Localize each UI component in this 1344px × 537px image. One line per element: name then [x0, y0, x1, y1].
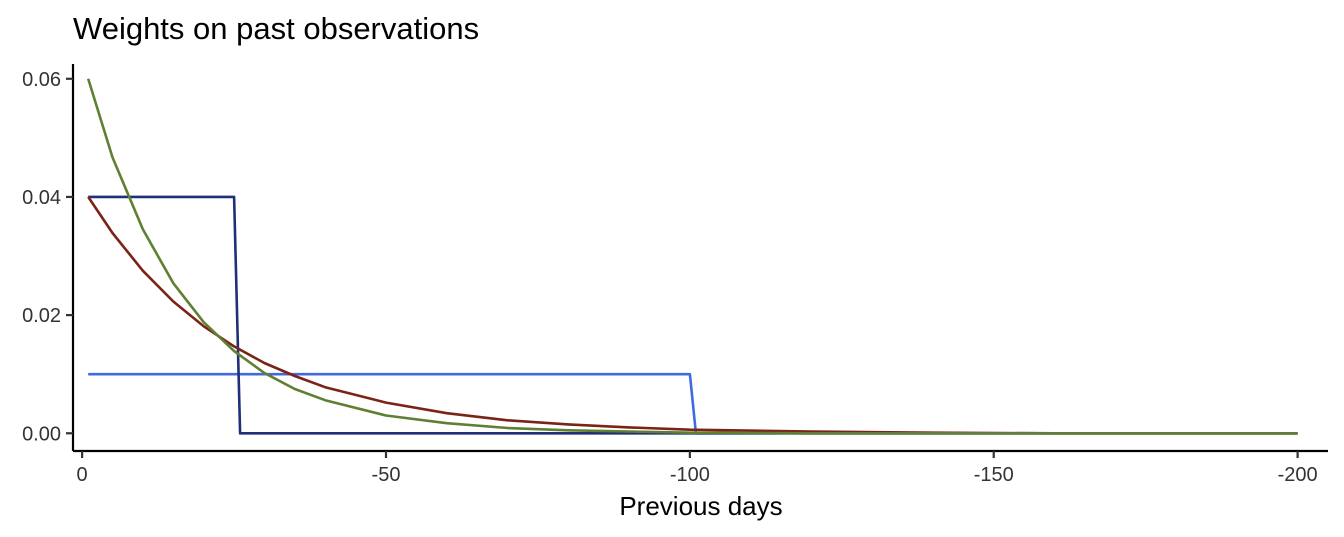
x-tick-label: -150	[974, 464, 1014, 486]
x-tick-label: -200	[1278, 464, 1318, 486]
y-tick-label: 0.06	[22, 69, 61, 91]
y-tick-label: 0.00	[22, 423, 61, 445]
y-tick-label: 0.04	[22, 187, 61, 209]
x-tick-label: 0	[77, 464, 88, 486]
series-line-4	[86, 78, 1298, 435]
series-layer	[86, 78, 1298, 435]
x-axis-title: Previous days	[619, 491, 782, 521]
series-line-3	[87, 196, 1298, 435]
x-axis-ticks: 0 -50 -100 -150 -200	[77, 451, 1318, 486]
x-tick-label: -100	[670, 464, 710, 486]
x-tick-label: -50	[372, 464, 401, 486]
y-axis-ticks: 0.00 0.02 0.04 0.06	[22, 69, 73, 445]
y-tick-label: 0.02	[22, 305, 61, 327]
series-line-1	[88, 372, 1298, 435]
chart-title: Weights on past observations	[73, 11, 479, 46]
